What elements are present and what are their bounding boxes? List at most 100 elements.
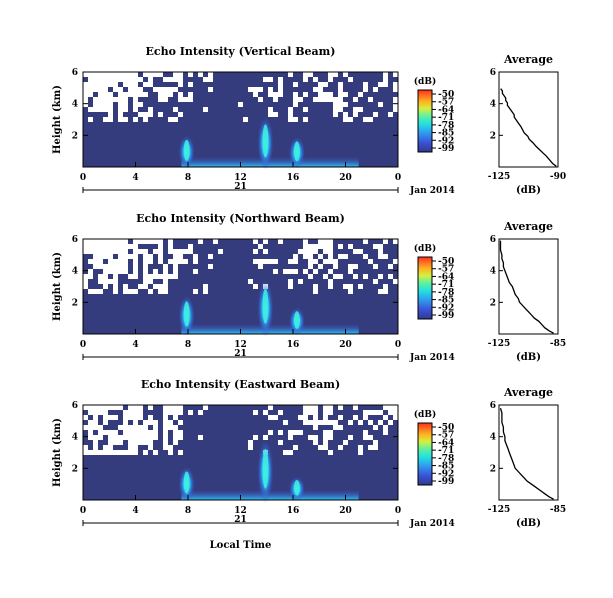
no-data-cell	[108, 249, 113, 254]
no-data-cell	[93, 415, 98, 420]
no-data-cell	[248, 440, 253, 445]
y-tick-label: 6	[490, 401, 496, 411]
no-data-cell	[148, 112, 153, 117]
no-data-cell	[138, 239, 143, 244]
no-data-cell	[93, 264, 98, 269]
x-tick-label: -85	[550, 339, 566, 349]
no-data-cell	[318, 82, 323, 87]
no-data-cell	[323, 259, 328, 264]
no-data-cell	[303, 415, 308, 420]
no-data-cell	[103, 92, 108, 97]
no-data-cell	[93, 77, 98, 82]
no-data-cell	[138, 410, 143, 415]
no-data-cell	[113, 249, 118, 254]
date-marker: 21	[234, 349, 247, 359]
no-data-cell	[348, 77, 353, 82]
no-data-cell	[373, 244, 378, 249]
no-data-cell	[98, 405, 103, 410]
no-data-cell	[98, 107, 103, 112]
no-data-cell	[363, 415, 368, 420]
colorbar-tick-label: -50	[438, 257, 454, 267]
x-tick-label: 0	[80, 173, 86, 183]
no-data-cell	[118, 87, 123, 92]
no-data-cell	[373, 425, 378, 430]
no-data-cell	[173, 254, 178, 259]
no-data-cell	[103, 410, 108, 415]
no-data-cell	[343, 284, 348, 289]
no-data-cell	[323, 239, 328, 244]
no-data-cell	[343, 102, 348, 107]
no-data-cell	[133, 82, 138, 87]
no-data-cell	[178, 259, 183, 264]
no-data-cell	[113, 77, 118, 82]
no-data-cell	[163, 405, 168, 410]
no-data-cell	[268, 405, 273, 410]
no-data-cell	[288, 259, 293, 264]
no-data-cell	[163, 87, 168, 92]
no-data-cell	[173, 259, 178, 264]
no-data-cell	[133, 415, 138, 420]
no-data-cell	[123, 239, 128, 244]
no-data-cell	[313, 249, 318, 254]
no-data-cell	[393, 102, 398, 107]
no-data-cell	[103, 82, 108, 87]
no-data-cell	[193, 289, 198, 294]
no-data-cell	[393, 87, 398, 92]
no-data-cell	[178, 450, 183, 455]
no-data-cell	[118, 244, 123, 249]
no-data-cell	[93, 435, 98, 440]
y-tick-label: 2	[72, 298, 78, 308]
x-tick-label: -125	[488, 339, 511, 349]
heatmap-panel: Echo Intensity (Vertical Beam) 6 4 2 Height …	[52, 45, 455, 196]
no-data-cell	[263, 239, 268, 244]
no-data-cell	[363, 410, 368, 415]
no-data-cell	[108, 405, 113, 410]
no-data-cell	[143, 264, 148, 269]
no-data-cell	[333, 425, 338, 430]
no-data-cell	[128, 405, 133, 410]
no-data-cell	[103, 450, 108, 455]
no-data-cell	[133, 264, 138, 269]
no-data-cell	[188, 410, 193, 415]
profile-frame	[498, 238, 559, 335]
echo-core	[262, 448, 269, 489]
no-data-cell	[103, 405, 108, 410]
no-data-cell	[133, 254, 138, 259]
no-data-cell	[143, 117, 148, 122]
no-data-cell	[383, 405, 388, 410]
no-data-cell	[248, 445, 253, 450]
no-data-cell	[93, 259, 98, 264]
no-data-cell	[328, 420, 333, 425]
no-data-cell	[93, 239, 98, 244]
no-data-cell	[313, 284, 318, 289]
no-data-cell	[333, 97, 338, 102]
colorbar-tick-label: -92	[438, 136, 454, 146]
x-tick-label: -125	[488, 172, 511, 182]
no-data-cell	[363, 254, 368, 259]
no-data-cell	[333, 274, 338, 279]
no-data-cell	[108, 72, 113, 77]
no-data-cell	[333, 259, 338, 264]
no-data-cell	[123, 97, 128, 102]
no-data-cell	[133, 249, 138, 254]
no-data-cell	[308, 72, 313, 77]
no-data-cell	[98, 450, 103, 455]
no-data-cell	[273, 97, 278, 102]
no-data-cell	[108, 269, 113, 274]
no-data-cell	[143, 450, 148, 455]
no-data-cell	[83, 82, 88, 87]
no-data-cell	[83, 274, 88, 279]
no-data-cell	[298, 249, 303, 254]
colorbar-tick-label: -57	[438, 265, 454, 275]
y-tick-label: 4	[72, 267, 78, 277]
no-data-cell	[313, 435, 318, 440]
no-data-cell	[383, 72, 388, 77]
no-data-cell	[98, 430, 103, 435]
no-data-cell	[118, 97, 123, 102]
no-data-cell	[163, 430, 168, 435]
no-data-cell	[138, 249, 143, 254]
no-data-cell	[168, 117, 173, 122]
no-data-cell	[328, 435, 333, 440]
no-data-cell	[138, 440, 143, 445]
